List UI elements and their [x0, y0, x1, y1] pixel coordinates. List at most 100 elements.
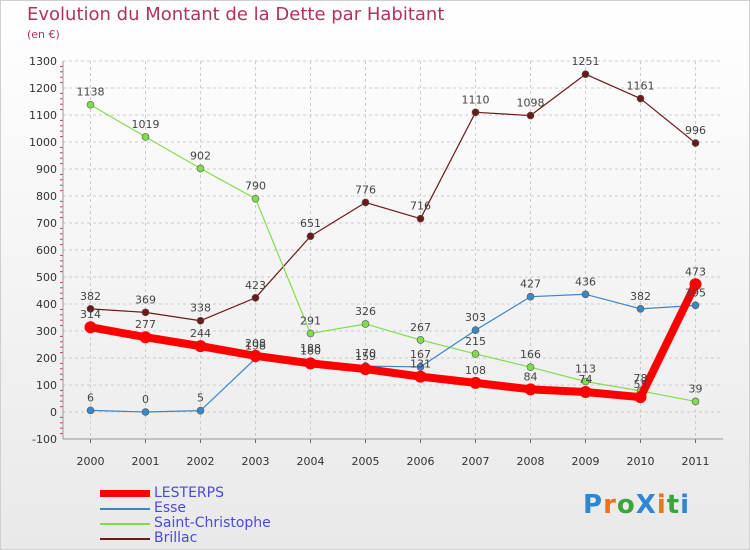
- legend-label-brillac: Brillac: [154, 530, 198, 546]
- y-tick-label: 300: [36, 325, 57, 338]
- data-label: 188: [300, 342, 321, 355]
- data-point-saint-christophe: [86, 100, 95, 109]
- series-line-saint-christophe: [90, 104, 696, 403]
- data-point-esse: [691, 301, 700, 310]
- data-point-saint-christophe: [306, 329, 315, 338]
- data-label: 1161: [627, 80, 655, 93]
- data-label: 277: [135, 318, 156, 331]
- data-label: 473: [685, 265, 706, 278]
- data-point-brillac: [141, 308, 150, 317]
- legend-label-lesterps: LESTERPS: [154, 485, 224, 501]
- series-line-esse: [90, 293, 696, 413]
- data-point-lesterps: [84, 321, 97, 334]
- data-point-esse: [141, 408, 150, 416]
- data-label: 436: [575, 275, 596, 288]
- legend-label-saint-christophe: Saint-Christophe: [154, 515, 271, 531]
- data-label: 84: [524, 370, 538, 383]
- data-label: 1110: [462, 93, 490, 106]
- data-point-lesterps: [194, 340, 207, 353]
- x-tick-label: 2011: [682, 455, 710, 468]
- legend-swatch-lesterps: [100, 490, 150, 497]
- data-point-saint-christophe: [196, 164, 205, 173]
- data-label: 1098: [517, 97, 545, 110]
- data-point-brillac: [416, 214, 425, 223]
- data-label: 303: [465, 311, 486, 324]
- data-point-lesterps: [689, 278, 702, 291]
- y-tick-label: 100: [36, 379, 57, 392]
- data-label: 382: [630, 290, 651, 303]
- data-point-brillac: [86, 305, 95, 313]
- data-label: 314: [80, 308, 101, 321]
- data-point-brillac: [581, 70, 590, 79]
- x-tick-label: 2006: [407, 455, 435, 468]
- x-tick-label: 2003: [242, 455, 270, 468]
- data-point-brillac: [691, 139, 700, 147]
- legend-item-esse: Esse: [100, 501, 271, 516]
- y-tick-label: 1200: [29, 82, 57, 95]
- data-label: 159: [355, 350, 376, 363]
- legend-item-brillac: Brillac: [100, 531, 271, 546]
- data-point-saint-christophe: [471, 350, 480, 358]
- data-label: 78: [634, 372, 648, 385]
- data-point-brillac: [471, 108, 480, 117]
- data-point-lesterps: [249, 349, 262, 362]
- data-label: 369: [135, 293, 156, 306]
- data-point-esse: [416, 363, 425, 371]
- data-point-esse: [526, 292, 535, 301]
- y-tick-label: 1000: [29, 136, 57, 149]
- data-label: 208: [245, 337, 266, 350]
- data-label: 291: [300, 314, 321, 327]
- data-point-brillac: [196, 316, 205, 325]
- y-tick-label: 900: [36, 163, 57, 176]
- data-label: 338: [190, 302, 211, 315]
- data-label: 423: [245, 279, 266, 292]
- x-tick-label: 2001: [132, 455, 160, 468]
- x-tick-label: 2004: [297, 455, 325, 468]
- data-label: 776: [355, 183, 376, 196]
- data-label: 382: [80, 290, 101, 303]
- data-label: 395: [685, 286, 706, 299]
- data-label: 198: [245, 340, 266, 353]
- x-tick-label: 2000: [77, 455, 105, 468]
- data-label: 180: [300, 344, 321, 357]
- grid: [63, 60, 723, 440]
- data-point-lesterps: [359, 363, 372, 376]
- legend-item-saint-christophe: Saint-Christophe: [100, 516, 271, 531]
- x-tick-label: 2007: [462, 455, 490, 468]
- legend-swatch-esse: [100, 507, 150, 510]
- data-point-brillac: [526, 111, 535, 120]
- data-point-saint-christophe: [361, 320, 370, 328]
- data-point-lesterps: [139, 331, 152, 344]
- data-point-lesterps: [469, 376, 482, 389]
- data-point-lesterps: [304, 357, 317, 370]
- data-label: 166: [520, 348, 541, 361]
- data-label: 74: [579, 373, 593, 386]
- y-tick-label: 800: [36, 190, 57, 203]
- data-point-saint-christophe: [581, 377, 590, 386]
- series-line-lesterps: [89, 282, 700, 402]
- data-labels: 314 277 244 208 180 159 131 108 84 74 55 473 6 0 5 198 1…: [77, 55, 707, 406]
- data-point-saint-christophe: [416, 336, 425, 344]
- y-tick-label: 1100: [29, 109, 57, 122]
- data-label: 215: [465, 335, 486, 348]
- data-label: 39: [689, 382, 703, 395]
- x-tick-label: 2002: [187, 455, 215, 468]
- data-point-saint-christophe: [691, 397, 700, 406]
- y-tick-label: 0: [50, 406, 57, 419]
- data-point-esse: [581, 290, 590, 299]
- proxiti-logo: ProXiti: [583, 490, 691, 520]
- data-label: 170: [355, 347, 376, 360]
- data-point-esse: [636, 305, 645, 313]
- x-tick-label: 2010: [627, 455, 655, 468]
- data-label: 1138: [77, 86, 105, 99]
- data-label: 326: [355, 305, 376, 318]
- data-point-lesterps: [414, 370, 427, 383]
- y-tick-label: 700: [36, 217, 57, 230]
- data-point-brillac: [361, 198, 370, 207]
- data-label: 651: [300, 217, 321, 230]
- data-label: 6: [87, 391, 94, 404]
- data-label: 267: [410, 321, 431, 334]
- chart-unit: (en €): [27, 28, 60, 41]
- series-lines: [84, 70, 702, 416]
- data-label: 1019: [132, 118, 160, 131]
